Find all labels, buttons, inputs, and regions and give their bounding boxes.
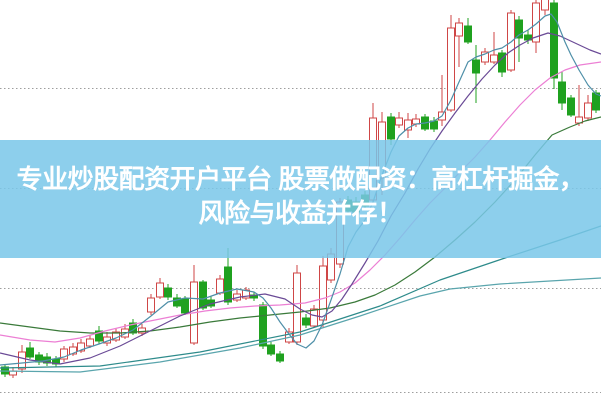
promo-banner-overlay[interactable]: 专业炒股配资开户平台 股票做配资：高杠杆掘金， 风险与收益并存！ xyxy=(0,140,601,258)
promo-text-line2: 风险与收益并存！ xyxy=(198,198,403,228)
promo-text-line1: 专业炒股配资开户平台 股票做配资：高杠杆掘金， xyxy=(16,164,585,194)
